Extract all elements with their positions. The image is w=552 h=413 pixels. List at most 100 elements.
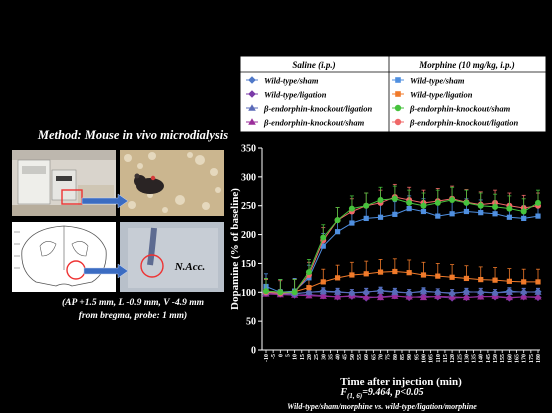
- y-tick-label: 350: [241, 144, 256, 155]
- data-point: [377, 214, 384, 220]
- y-tick-label: 250: [241, 201, 256, 212]
- data-point: [406, 199, 413, 206]
- data-point: [320, 243, 326, 249]
- data-point: [505, 288, 513, 295]
- data-point: [449, 196, 456, 203]
- y-axis-label: Dopamine (% of baseline): [229, 188, 241, 310]
- series-layer: [262, 183, 542, 302]
- data-point: [478, 210, 484, 216]
- data-point: [463, 199, 470, 206]
- data-point: [362, 293, 370, 300]
- x-tick-label: 170: [522, 354, 528, 363]
- y-tick-label: 300: [241, 172, 256, 183]
- y-tick-label: 150: [241, 259, 256, 270]
- data-point: [505, 293, 513, 301]
- data-point: [377, 196, 384, 203]
- data-point: [449, 211, 455, 217]
- x-tick-label: 155: [500, 354, 506, 363]
- x-tick-label: 85: [400, 354, 406, 360]
- data-point: [506, 278, 512, 284]
- x-tick-label: 75: [386, 354, 392, 360]
- statistics-f-prefix: F: [340, 387, 348, 398]
- data-point: [376, 293, 385, 301]
- data-point: [348, 205, 355, 212]
- x-tick-label: 90: [407, 354, 413, 360]
- x-tick-label: 150: [493, 354, 499, 363]
- legend-entry: β-endorphin-knockout/sham: [392, 104, 511, 114]
- x-tick-label: 115: [443, 354, 449, 363]
- data-point: [435, 273, 441, 279]
- x-tick-label: 30: [321, 354, 327, 360]
- data-point: [348, 289, 356, 296]
- data-point: [349, 272, 355, 278]
- data-point: [448, 289, 456, 296]
- data-point: [406, 270, 412, 276]
- data-point: [392, 268, 398, 275]
- probe-coordinates-line2: from bregma, probe: 1 mm): [78, 311, 188, 321]
- data-point: [521, 279, 527, 285]
- x-tick-label: -5: [271, 354, 277, 359]
- brain-atlas-schematic: [12, 222, 116, 292]
- data-point: [535, 279, 541, 285]
- statistics-f-value: =9.464, p<0.05: [362, 387, 424, 398]
- x-tick-label: 55: [357, 354, 363, 360]
- legend-marker: [395, 91, 401, 97]
- legend-marker: [248, 104, 256, 111]
- data-point: [392, 211, 398, 217]
- method-illustration: N.Acc.: [12, 150, 224, 292]
- x-tick-label: 80: [393, 354, 399, 360]
- series-bko_sham_morphine: [263, 185, 541, 296]
- x-tick-label: 25: [314, 354, 320, 360]
- data-point: [263, 288, 269, 295]
- data-point: [492, 277, 498, 283]
- data-point: [334, 275, 341, 281]
- probe-coordinates-line1: (AP +1.5 mm, L -0.9 mm, V -4.9 mm: [61, 298, 205, 308]
- data-point: [506, 205, 513, 212]
- data-point: [419, 293, 428, 301]
- legend-entry: β-endorphin-knockout/sham: [246, 118, 365, 128]
- data-point: [320, 234, 327, 241]
- legend-saline-header: Saline (i.p.): [292, 60, 335, 70]
- x-tick-label: 70: [379, 354, 385, 360]
- x-tick-label: 165: [515, 354, 521, 363]
- data-point: [362, 288, 370, 295]
- legend-entries: Wild-type/sham Wild-type/ligation β-endorp…: [246, 76, 519, 128]
- data-point: [291, 289, 298, 296]
- legend-label: Wild-type/ligation: [264, 90, 327, 100]
- legend-marker: [394, 118, 402, 126]
- data-point: [477, 288, 485, 295]
- data-point: [363, 202, 370, 209]
- x-tick-label: 120: [450, 354, 456, 363]
- data-point: [333, 288, 342, 295]
- data-point: [535, 199, 541, 206]
- legend-morphine-header: Morphine (10 mg/kg, i.p.): [418, 60, 515, 70]
- x-tick-label: 95: [414, 354, 420, 360]
- series-line: [265, 293, 538, 298]
- data-point: [319, 292, 327, 299]
- data-point: [306, 285, 312, 291]
- data-point: [334, 217, 341, 224]
- target-region-circle-histology: [140, 254, 164, 278]
- arrow-right-icon: [81, 193, 129, 209]
- x-tick-label: 45: [343, 354, 349, 360]
- y-axis: 0 50 100 150 200 250 300 350: [241, 144, 263, 357]
- data-point: [405, 289, 413, 296]
- mouse-photo: [120, 150, 224, 216]
- equipment-photo: [12, 150, 116, 216]
- legend-label: Wild-type/sham: [410, 76, 465, 86]
- x-tick-label: 65: [371, 354, 377, 360]
- data-point: [492, 203, 499, 210]
- data-point: [419, 288, 428, 295]
- data-point: [420, 208, 427, 215]
- histology-photo: N.Acc.: [120, 222, 224, 292]
- x-tick-label: 0: [278, 354, 284, 357]
- x-tick-label: 35: [328, 354, 334, 360]
- y-tick-label: 0: [251, 346, 256, 357]
- x-tick-label: 140: [479, 354, 485, 363]
- legend: Saline (i.p.) Morphine (10 mg/kg, i.p.) …: [239, 55, 547, 133]
- legend-marker: [248, 90, 256, 98]
- data-point: [520, 293, 528, 300]
- legend-entry: β-endorphin-knockout/ligation: [392, 118, 519, 128]
- equipment-highlight-box: [61, 189, 83, 205]
- data-point: [334, 229, 341, 235]
